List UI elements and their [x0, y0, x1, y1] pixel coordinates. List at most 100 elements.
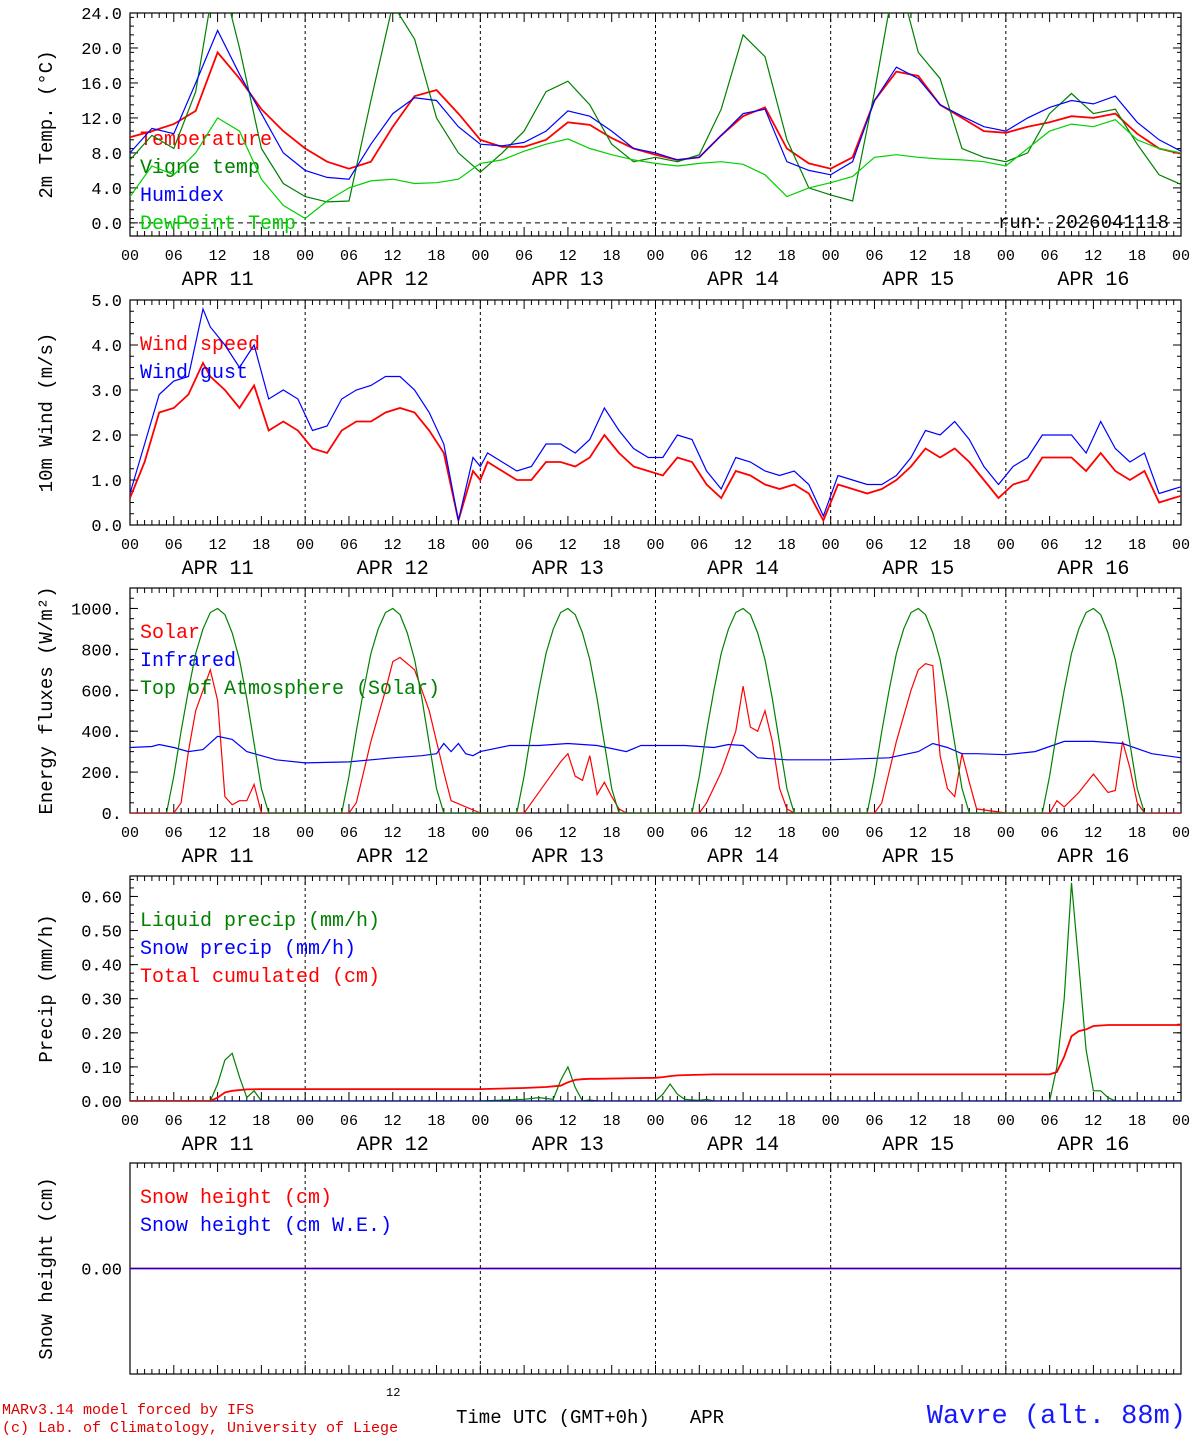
energy-day-label: APR 14: [707, 846, 779, 869]
energy-time-tick-label: 12: [909, 825, 927, 842]
energy-time-tick-label: 18: [603, 825, 621, 842]
temperature-time-tick-label: 12: [734, 248, 752, 265]
energy-time-tick-label: 12: [209, 825, 227, 842]
precip-day-label: APR 16: [1057, 1134, 1129, 1157]
energy-y-tick-label: 0.: [102, 806, 122, 825]
wind-y-tick-label: 4.0: [91, 338, 122, 357]
temperature-time-tick-label: 18: [778, 248, 796, 265]
energy-time-tick-label: 12: [734, 825, 752, 842]
precip-y-tick-label: 0.40: [81, 958, 122, 977]
precip-time-tick-label: 12: [384, 1113, 402, 1130]
precip-time-tick-label: 06: [1041, 1113, 1059, 1130]
energy-time-tick-label: 00: [1172, 825, 1190, 842]
temperature-day-label: APR 11: [182, 269, 254, 292]
precip-day-label: APR 14: [707, 1134, 779, 1157]
wind-y-tick-label: 2.0: [91, 428, 122, 447]
temperature-time-tick-label: 18: [252, 248, 270, 265]
wind-time-tick-label: 18: [428, 537, 446, 554]
temperature-frame: [129, 12, 1182, 237]
energy-time-tick-label: 06: [1041, 825, 1059, 842]
temperature-time-tick-label: 18: [428, 248, 446, 265]
temperature-y-tick-label: 4.0: [91, 181, 122, 200]
energy-time-tick-label: 00: [471, 825, 489, 842]
precip-time-tick-label: 18: [603, 1113, 621, 1130]
precip-legend-entry: Liquid precip (mm/h): [140, 910, 380, 933]
energy-y-tick-label: 1000.: [71, 601, 122, 620]
energy-time-tick-label: 12: [1084, 825, 1102, 842]
wind-day-label: APR 11: [182, 558, 254, 581]
station-name: Wavre (alt. 88m): [926, 1402, 1186, 1432]
precip-time-tick-label: 00: [646, 1113, 664, 1130]
wind-time-tick-label: 18: [252, 537, 270, 554]
precip-time-tick-label: 18: [953, 1113, 971, 1130]
temperature-y-tick-label: 24.0: [81, 6, 122, 25]
precip-y-tick-label: 0.00: [81, 1094, 122, 1113]
energy-day-label: APR 15: [882, 846, 954, 869]
temperature-time-tick-label: 06: [165, 248, 183, 265]
temperature-time-tick-label: 06: [1041, 248, 1059, 265]
temperature-time-tick-label: 12: [559, 248, 577, 265]
time-label: Time UTC (GMT+0h): [456, 1407, 650, 1429]
month-label: APR: [689, 1407, 725, 1429]
wind-time-tick-label: 12: [559, 537, 577, 554]
precip-time-tick-label: 18: [778, 1113, 796, 1130]
model-credit: MARv3.14 model forced by IFS (c) Lab. of…: [2, 1402, 398, 1438]
snow-y-axis-label: Snow height (cm): [36, 1177, 58, 1359]
precip-time-tick-label: 06: [165, 1113, 183, 1130]
precip-legend-entry: Snow precip (mm/h): [140, 938, 356, 961]
temperature-legend-entry: Humidex: [140, 185, 224, 208]
temperature-day-label: APR 12: [357, 269, 429, 292]
precip-time-tick-label: 06: [340, 1113, 358, 1130]
precip-time-tick-label: 00: [471, 1113, 489, 1130]
wind-time-tick-label: 06: [515, 537, 533, 554]
temperature-time-tick-label: 00: [997, 248, 1015, 265]
energy-time-tick-label: 00: [121, 825, 139, 842]
model-line-1: MARv3.14 model forced by IFS: [2, 1402, 255, 1419]
energy-day-label: APR 16: [1057, 846, 1129, 869]
wind-time-tick-label: 12: [1084, 537, 1102, 554]
footer-small-label: 12: [386, 1386, 401, 1400]
precip-day-label: APR 13: [532, 1134, 604, 1157]
time-axis-title: Time UTC (GMT+0h) APR: [456, 1407, 724, 1429]
wind-time-tick-label: 12: [209, 537, 227, 554]
precip-time-tick-label: 00: [121, 1113, 139, 1130]
temperature-time-tick-label: 06: [690, 248, 708, 265]
wind-legend-entry: Wind speed: [140, 334, 260, 357]
wind-day-label: APR 14: [707, 558, 779, 581]
wind-time-tick-label: 00: [1172, 537, 1190, 554]
energy-time-tick-label: 06: [340, 825, 358, 842]
precip-legend-entry: Total cumulated (cm): [140, 966, 380, 989]
precip-y-tick-label: 0.60: [81, 889, 122, 908]
precip-time-tick-label: 12: [209, 1113, 227, 1130]
temperature-day-label: APR 16: [1057, 269, 1129, 292]
energy-time-tick-label: 18: [778, 825, 796, 842]
temperature-time-tick-label: 00: [296, 248, 314, 265]
temperature-series-1-line: [130, 50, 1181, 170]
wind-series-1-line: [130, 360, 1181, 523]
precip-time-tick-label: 06: [690, 1113, 708, 1130]
wind-time-tick-label: 18: [953, 537, 971, 554]
temperature-y-tick-label: 0.0: [91, 216, 122, 235]
precip-series-1-line: [130, 882, 1181, 1101]
precip-day-label: APR 15: [882, 1134, 954, 1157]
temperature-day-label: APR 13: [532, 269, 604, 292]
precip-time-tick-label: 00: [997, 1113, 1015, 1130]
temperature-time-tick-label: 00: [121, 248, 139, 265]
temperature-run-annotation: run: 2026041118: [998, 212, 1169, 234]
energy-time-tick-label: 00: [822, 825, 840, 842]
temperature-series-2-line: [130, 13, 1181, 203]
temperature-legend-entry: Temperature: [140, 129, 272, 152]
wind-series-2-line: [130, 306, 1181, 521]
temperature-time-tick-label: 00: [1172, 248, 1190, 265]
temperature-series-4-line: [130, 117, 1181, 220]
energy-time-tick-label: 12: [559, 825, 577, 842]
energy-time-tick-label: 00: [296, 825, 314, 842]
energy-time-tick-label: 06: [865, 825, 883, 842]
temperature-time-tick-label: 12: [1084, 248, 1102, 265]
energy-y-tick-label: 200.: [81, 765, 122, 784]
precip-time-tick-label: 12: [909, 1113, 927, 1130]
wind-time-tick-label: 06: [690, 537, 708, 554]
wind-time-tick-label: 18: [1128, 537, 1146, 554]
temperature-time-tick-label: 00: [822, 248, 840, 265]
